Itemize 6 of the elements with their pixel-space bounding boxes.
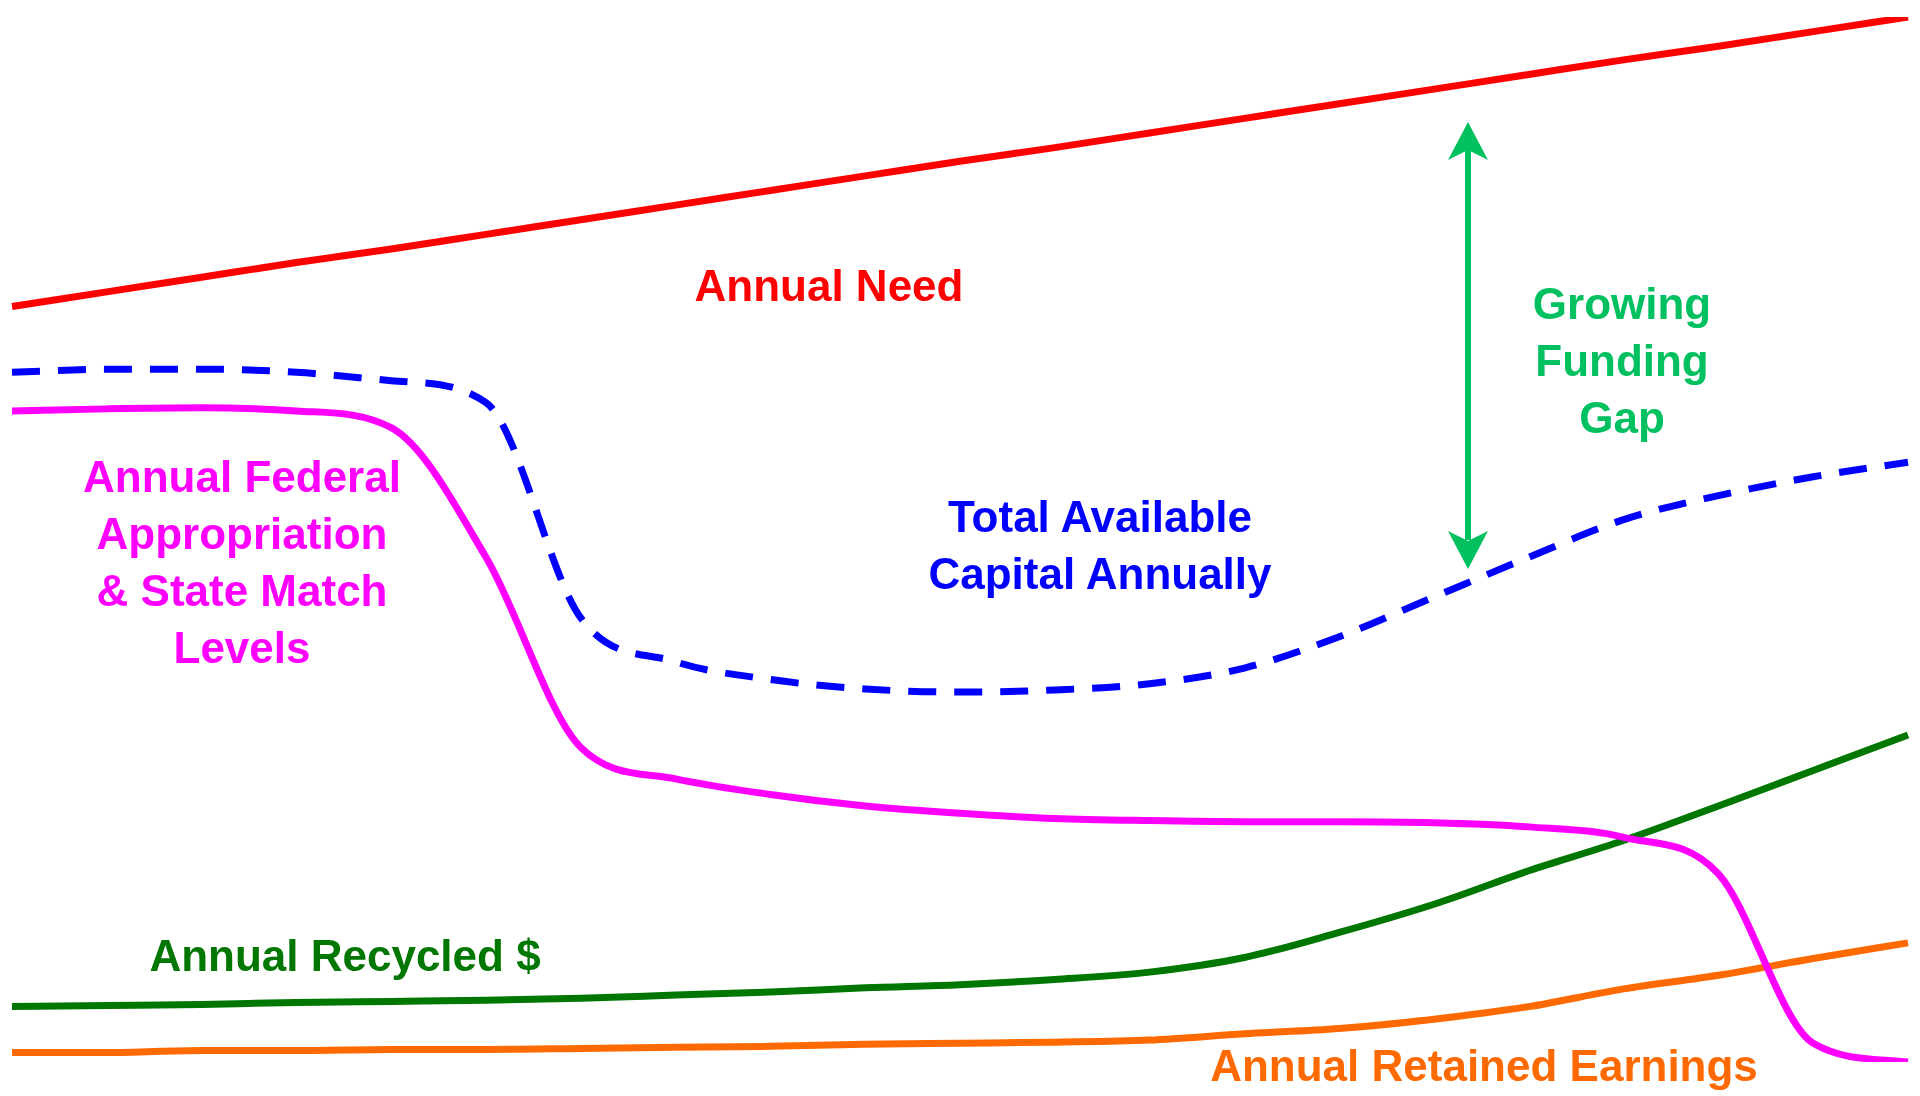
annotation: Growing Funding Gap [1532,279,1712,443]
series-label: Annual Retained Earnings [1210,1041,1758,1091]
series-label: Total Available Capital Annually [928,492,1273,599]
series-label: Annual Need [694,261,964,311]
series-label: Annual Recycled $ [149,931,541,981]
series-label: Annual Federal Appropriation & State Match Levels [83,452,401,673]
